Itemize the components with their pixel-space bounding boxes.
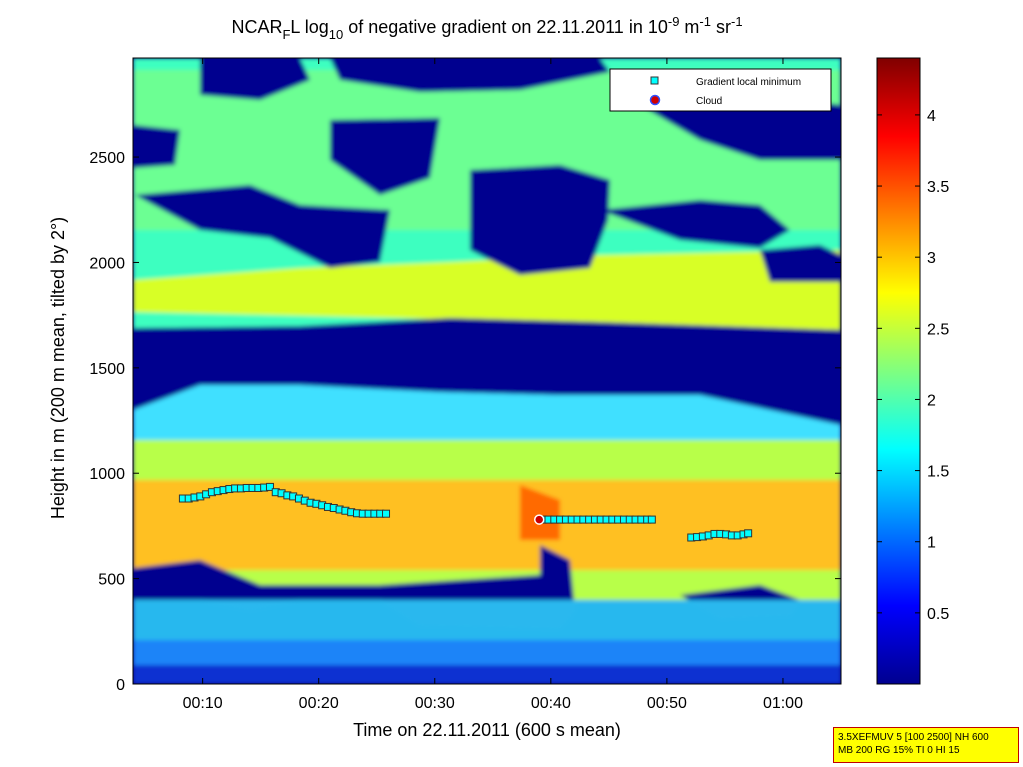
colorbar: [876, 57, 921, 685]
x-axis-label: Time on 22.11.2011 (600 s mean): [353, 720, 621, 740]
heatmap-region-upper-yellow: [133, 250, 841, 330]
legend-box: [609, 68, 832, 112]
legend-label-gradient: Gradient local minimum: [696, 77, 801, 88]
y-axis-label: Height in m (200 m mean, tilted by 2°): [48, 217, 68, 519]
heatmap-hole-7: [640, 98, 841, 160]
heatmap-hole-9: [760, 245, 841, 282]
y-tick-label: 500: [98, 572, 125, 589]
colorbar-tick-label: 4: [927, 108, 936, 125]
info-box-line-1: 3.5XEFMUV 5 [100 2500] NH 600: [838, 732, 989, 743]
chart-title: NCARFL log10 of negative gradient on 22.…: [231, 14, 742, 42]
gradient-minimum-marker: [265, 482, 274, 491]
gradient-minimum-marker: [647, 515, 656, 524]
cloud-marker: [533, 514, 545, 525]
heatmap-hole-3: [133, 125, 180, 168]
heatmap-region-surface-dark: [133, 665, 841, 684]
x-tick-label: 00:30: [415, 695, 455, 712]
y-tick-label: 0: [116, 677, 125, 694]
x-tick-label: 01:00: [763, 695, 803, 712]
heatmap-area: [133, 58, 841, 684]
y-axis: 0 500 1000 1500 2000 2500: [89, 150, 841, 694]
gradient-minimum-marker: [744, 529, 753, 538]
colorbar-axis: 0.5 1 1.5 2 2.5 3 3.5 4: [877, 108, 949, 623]
x-tick-label: 00:10: [183, 695, 223, 712]
heatmap-region-core-red: [520, 485, 560, 540]
colorbar-tick-label: 1.5: [927, 464, 949, 481]
legend-circle-marker: [649, 94, 661, 106]
colorbar-tick-label: 1: [927, 535, 936, 552]
heatmap-hole-1: [200, 58, 310, 100]
y-tick-label: 2500: [89, 150, 125, 167]
heatmap-region-core-orange: [133, 480, 841, 570]
x-tick-label: 00:40: [531, 695, 571, 712]
heatmap-dark-band: [133, 318, 841, 425]
legend: Gradient local minimum Cloud: [609, 68, 832, 112]
x-tick-label: 00:20: [299, 695, 339, 712]
info-box: 3.5XEFMUV 5 [100 2500] NH 600 MB 200 RG …: [833, 727, 1019, 763]
x-tick-label: 00:50: [647, 695, 687, 712]
y-tick-label: 1500: [89, 361, 125, 378]
y-tick-label: 1000: [89, 466, 125, 483]
colorbar-tick-label: 2: [927, 392, 936, 409]
heatmap-hole-2: [330, 58, 610, 92]
colorbar-tick-label: 0.5: [927, 606, 949, 623]
gradient-minimum-marker: [382, 509, 391, 518]
heatmap-hole-6: [470, 165, 610, 275]
colorbar-tick-label: 3.5: [927, 179, 949, 196]
colorbar-tick-label: 3: [927, 250, 936, 267]
heatmap-hole-5: [135, 185, 390, 268]
plot-frame: [132, 57, 842, 685]
series-markers: [178, 482, 753, 542]
colorbar-tick-label: 2.5: [927, 321, 949, 338]
y-tick-label: 2000: [89, 255, 125, 272]
legend-label-cloud: Cloud: [696, 96, 722, 107]
heatmap-hole-4: [330, 118, 440, 195]
legend-square-marker: [650, 76, 659, 85]
info-box-line-2: MB 200 RG 15% TI 0 HI 15: [838, 745, 960, 756]
heatmap-hole-8: [600, 200, 790, 248]
x-axis: 00:10 00:20 00:30 00:40 00:50 01:00: [183, 58, 803, 712]
